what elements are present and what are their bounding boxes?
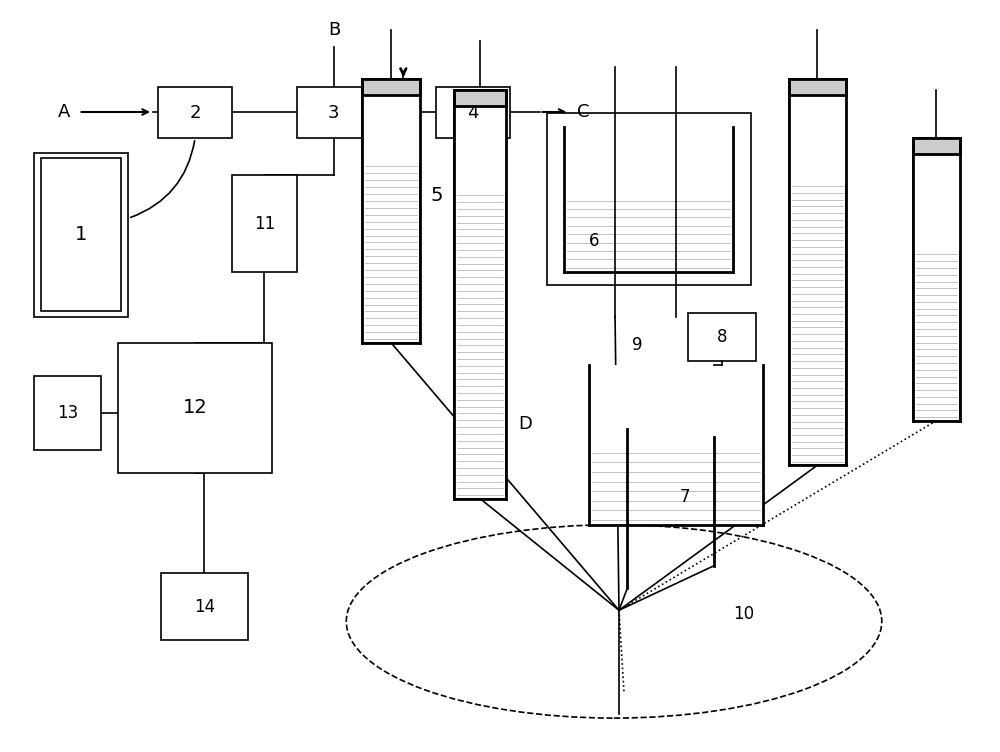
Text: 3: 3 (328, 104, 340, 122)
Text: 13: 13 (57, 404, 78, 422)
Bar (297, 87, 371, 138)
Bar (454, 89, 506, 192)
Bar (436, 87, 510, 138)
Bar (362, 78, 420, 342)
Text: 8: 8 (717, 328, 727, 346)
Bar (232, 175, 297, 272)
Bar (454, 89, 506, 106)
Bar (34, 153, 128, 317)
Bar (564, 127, 733, 272)
Bar (454, 89, 506, 499)
Bar (913, 138, 960, 251)
Text: D: D (518, 415, 532, 433)
Text: 7: 7 (679, 488, 690, 506)
Bar (688, 313, 756, 361)
Text: 10: 10 (733, 605, 754, 623)
Text: 4: 4 (467, 104, 478, 122)
Bar (362, 78, 420, 163)
Bar (589, 365, 763, 525)
Bar (34, 376, 101, 450)
Bar (118, 342, 272, 473)
Text: 5: 5 (431, 186, 443, 205)
Bar (789, 78, 846, 95)
Text: A: A (57, 103, 70, 121)
Bar (547, 114, 751, 285)
Bar (362, 78, 420, 95)
Bar (789, 78, 846, 183)
Bar (789, 78, 846, 465)
Bar (161, 573, 248, 640)
Text: 9: 9 (632, 335, 643, 353)
Text: C: C (577, 103, 590, 121)
Text: 2: 2 (189, 104, 201, 122)
Text: B: B (328, 21, 340, 39)
Text: 14: 14 (194, 598, 215, 616)
Bar (913, 138, 960, 154)
Text: 11: 11 (254, 214, 275, 232)
Ellipse shape (346, 525, 882, 718)
Text: 6: 6 (589, 232, 600, 250)
Text: 12: 12 (183, 398, 207, 417)
Bar (913, 138, 960, 420)
Bar (41, 158, 121, 311)
Bar (158, 87, 232, 138)
Text: 1: 1 (75, 225, 87, 244)
